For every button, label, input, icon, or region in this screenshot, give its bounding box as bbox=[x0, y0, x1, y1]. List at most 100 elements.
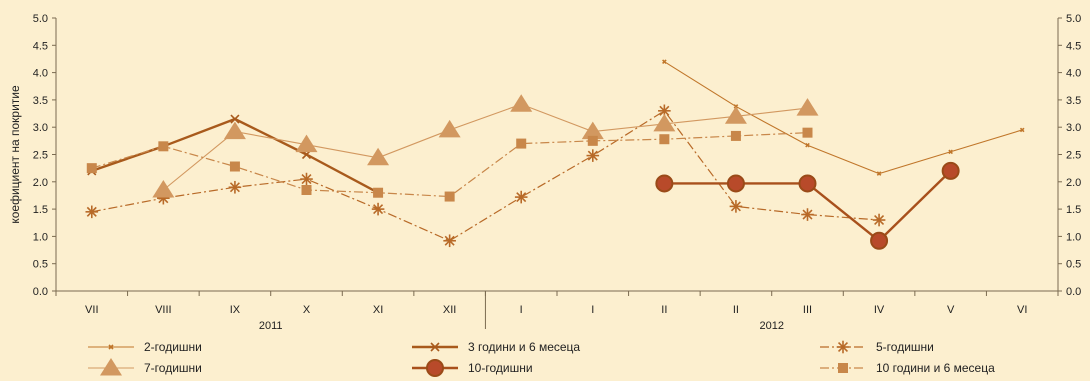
y-tick-label-right: 3.5 bbox=[1066, 95, 1081, 107]
y-tick-label-left: 3.5 bbox=[33, 95, 48, 107]
y-tick-label-right: 1.5 bbox=[1066, 204, 1081, 216]
marker-triangle bbox=[295, 134, 318, 153]
series-4 bbox=[655, 161, 960, 250]
marker-triangle bbox=[510, 94, 533, 112]
marker-asterisk bbox=[730, 201, 741, 212]
marker-asterisk bbox=[86, 206, 97, 217]
x-tick-label: IX bbox=[230, 304, 241, 316]
marker-asterisk bbox=[874, 214, 885, 226]
y-tick-label-left: 2.5 bbox=[33, 150, 48, 162]
y-tick-label-left: 0.5 bbox=[33, 259, 48, 271]
series-line bbox=[664, 61, 1023, 175]
legend-label: 10-годишни bbox=[468, 361, 533, 375]
marker-x bbox=[662, 59, 667, 64]
x-tick-label: I bbox=[520, 304, 523, 316]
series-2 bbox=[85, 104, 886, 248]
legend-label: 10 години и 6 месеца bbox=[876, 361, 995, 375]
marker-triangle bbox=[367, 147, 390, 166]
marker-triangle bbox=[724, 106, 747, 124]
legend-item: 2-годишни bbox=[88, 340, 202, 354]
marker-x bbox=[430, 342, 440, 352]
x-tick-label: XI bbox=[373, 304, 383, 316]
marker-circle bbox=[655, 174, 674, 193]
legend-item: 3 години и 6 месеца bbox=[412, 340, 580, 354]
y-tick-label-right: 1.0 bbox=[1066, 231, 1081, 243]
marker-square bbox=[587, 135, 598, 146]
marker-triangle bbox=[653, 113, 676, 132]
marker-square bbox=[229, 161, 240, 172]
marker-asterisk bbox=[516, 192, 527, 203]
marker-x bbox=[876, 171, 882, 176]
marker-square bbox=[301, 184, 312, 195]
marker-x bbox=[230, 114, 240, 124]
x-tick-label: IV bbox=[874, 304, 885, 316]
x-tick-label: II bbox=[733, 304, 739, 316]
x-tick-label: VII bbox=[85, 304, 98, 316]
y-tick-label-right: 4.0 bbox=[1066, 68, 1081, 80]
series-0 bbox=[662, 59, 1025, 176]
y-tick-label-right: 0.0 bbox=[1066, 286, 1081, 298]
x-tick-label: VIII bbox=[155, 304, 172, 316]
marker-square bbox=[158, 141, 169, 152]
marker-triangle bbox=[581, 121, 604, 140]
marker-asterisk bbox=[587, 150, 598, 161]
marker-x bbox=[805, 142, 810, 148]
marker-square bbox=[86, 163, 97, 174]
marker-asterisk bbox=[301, 174, 312, 185]
series-line bbox=[163, 103, 808, 191]
marker-asterisk bbox=[659, 105, 670, 116]
x-tick-label: VI bbox=[1017, 304, 1027, 316]
legend-label: 5-годишни bbox=[876, 340, 934, 354]
y-tick-label-right: 0.5 bbox=[1066, 259, 1081, 271]
legend-label: 7-годишни bbox=[144, 361, 202, 375]
y-tick-label-right: 5.0 bbox=[1066, 13, 1081, 25]
marker-triangle bbox=[152, 179, 175, 198]
y-tick-label-right: 2.0 bbox=[1066, 177, 1081, 189]
marker-triangle bbox=[438, 119, 461, 138]
marker-circle bbox=[426, 359, 444, 377]
x-tick-label: X bbox=[303, 304, 311, 316]
y-tick-label-left: 4.0 bbox=[33, 68, 48, 80]
marker-x bbox=[108, 344, 114, 350]
marker-triangle bbox=[100, 358, 122, 376]
marker-asterisk bbox=[802, 209, 813, 220]
x-tick-label: I bbox=[591, 304, 594, 316]
marker-x bbox=[1019, 127, 1025, 133]
chart-axes: 0.0 0.0 0.5 0.5 1.0 1.0 1.5 1.5 2.0 2.0 2.5 2.5 3.0 3… bbox=[8, 13, 1081, 332]
y-tick-label-left: 4.5 bbox=[33, 40, 48, 52]
marker-asterisk bbox=[444, 235, 455, 246]
marker-triangle bbox=[223, 121, 246, 140]
marker-asterisk bbox=[229, 182, 240, 193]
marker-circle bbox=[870, 231, 889, 250]
marker-asterisk bbox=[373, 204, 384, 215]
year-label: 2012 bbox=[759, 320, 783, 332]
legend-item: 7-годишни bbox=[88, 358, 202, 376]
y-axis-title: коефициент на покритие bbox=[8, 85, 22, 224]
series-line bbox=[91, 110, 880, 242]
marker-square bbox=[444, 191, 455, 202]
y-tick-label-left: 2.0 bbox=[33, 177, 48, 189]
y-tick-label-right: 3.0 bbox=[1066, 122, 1081, 134]
marker-square bbox=[730, 130, 741, 141]
legend-label: 2-годишни bbox=[144, 340, 202, 354]
series-3 bbox=[152, 94, 819, 198]
x-tick-label: II bbox=[661, 304, 667, 316]
legend-item: 5-годишни bbox=[820, 340, 934, 354]
series-line bbox=[91, 132, 808, 198]
x-tick-label: V bbox=[947, 304, 955, 316]
marker-square bbox=[802, 127, 813, 138]
legend-label: 3 години и 6 месеца bbox=[468, 340, 580, 354]
y-tick-label-left: 0.0 bbox=[33, 286, 48, 298]
y-tick-label-right: 4.5 bbox=[1066, 40, 1081, 52]
marker-square bbox=[516, 138, 527, 149]
marker-x bbox=[948, 149, 953, 155]
marker-circle bbox=[798, 174, 817, 193]
series-5 bbox=[86, 127, 813, 202]
marker-circle bbox=[941, 161, 960, 180]
chart-legend: 2-годишни 7-годишни 3 години и 6 месеца 10-… bbox=[88, 340, 995, 377]
marker-square bbox=[659, 134, 670, 145]
y-tick-label-left: 3.0 bbox=[33, 122, 48, 134]
year-label: 2011 bbox=[259, 320, 283, 332]
y-tick-label-left: 1.0 bbox=[33, 231, 48, 243]
